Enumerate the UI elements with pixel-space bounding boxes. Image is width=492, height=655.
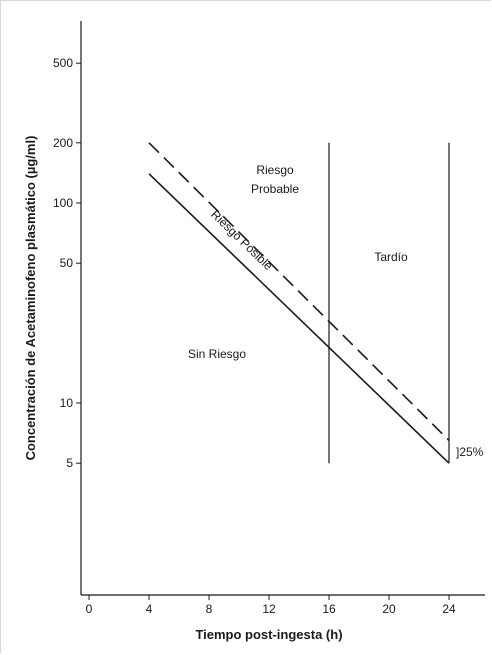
- y-tick-label: 10: [60, 396, 74, 410]
- region-label-sin-riesgo: Sin Riesgo: [188, 347, 246, 361]
- y-axis-title: Concentración de Acetaminofeno plasmátic…: [23, 136, 38, 461]
- x-tick-label: 4: [146, 602, 153, 616]
- y-tick-label: 50: [60, 256, 74, 270]
- y-tick-label: 500: [53, 56, 73, 70]
- x-tick-label: 8: [206, 602, 213, 616]
- x-tick-label: 24: [442, 602, 456, 616]
- region-label-riesgo-probable-line2: Probable: [251, 182, 299, 196]
- y-tick-label: 5: [66, 456, 73, 470]
- x-tick-label: 0: [86, 602, 93, 616]
- region-label-riesgo-probable-line1: Riesgo: [256, 163, 294, 177]
- solid-line: [148, 173, 450, 464]
- dashed-line: [148, 142, 450, 441]
- y-tick-label: 200: [53, 136, 73, 150]
- y-tick-label: 100: [53, 196, 73, 210]
- x-tick-label: 20: [382, 602, 396, 616]
- x-tick-label: 16: [322, 602, 336, 616]
- annotation-25-percent: ]25%: [456, 445, 484, 459]
- region-label-tardio: Tardío: [374, 250, 408, 264]
- x-axis-title: Tiempo post-ingesta (h): [195, 627, 342, 642]
- x-tick-label: 12: [262, 602, 276, 616]
